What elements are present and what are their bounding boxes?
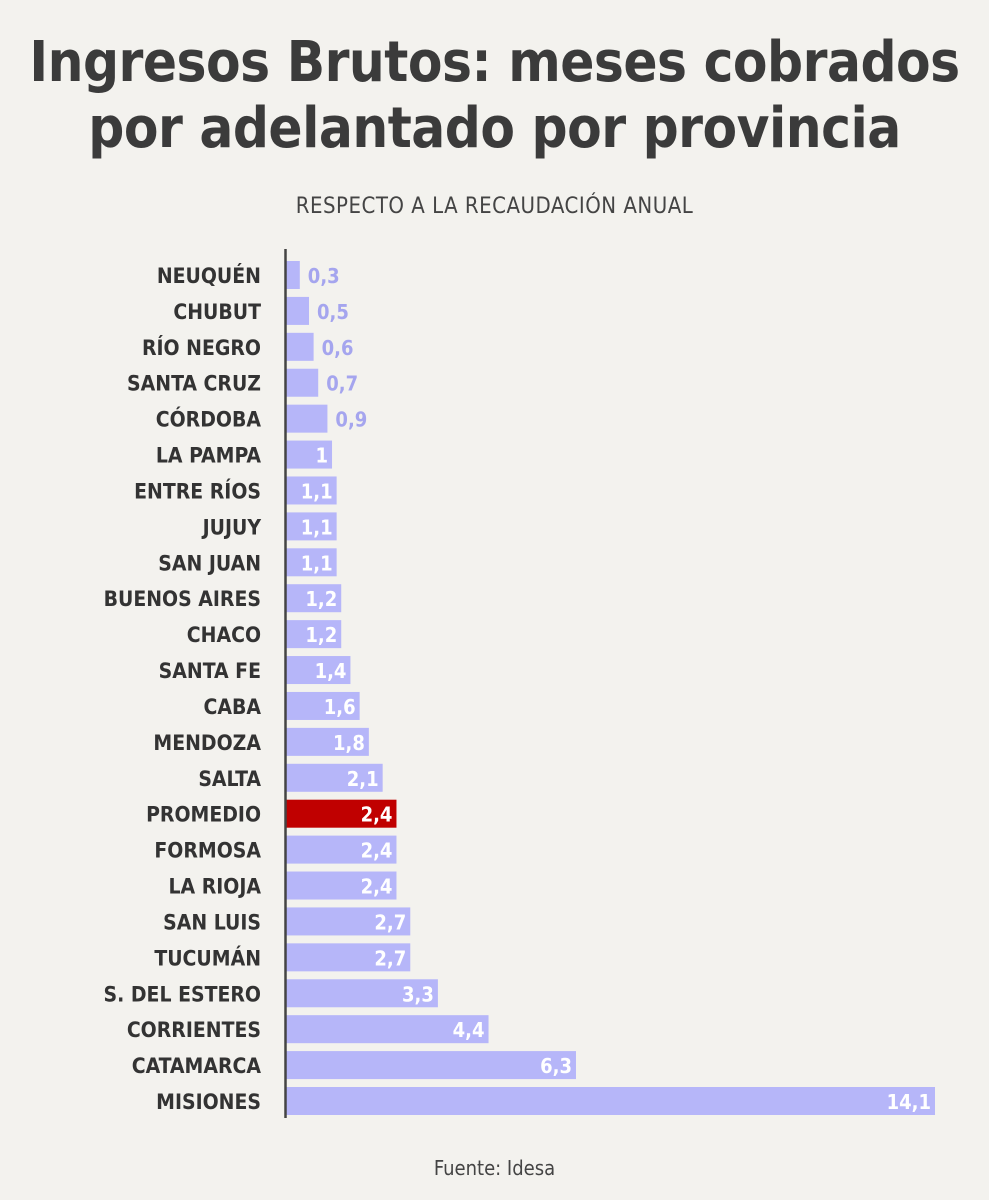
bar	[286, 332, 314, 361]
bar	[286, 835, 397, 864]
chart-subtitle: RESPECTO A LA RECAUDACIÓN ANUAL	[295, 194, 694, 219]
bar	[286, 763, 383, 792]
bar	[286, 476, 337, 505]
category-label: FORMOSA	[154, 839, 261, 863]
bar	[286, 261, 300, 289]
category-label: LA PAMPA	[156, 444, 261, 468]
category-label: SANTA FE	[159, 659, 261, 683]
bar	[286, 907, 411, 936]
value-label: 0,3	[308, 264, 340, 288]
category-label: SAN JUAN	[158, 551, 261, 575]
bar	[286, 979, 438, 1008]
category-label: MISIONES	[156, 1090, 261, 1114]
value-label: 1,4	[315, 659, 347, 683]
category-label: S. DEL ESTERO	[104, 982, 262, 1006]
bar	[286, 1087, 935, 1115]
value-label: 1,1	[301, 551, 333, 575]
bar	[286, 296, 310, 325]
value-label: 1,8	[333, 731, 365, 755]
bar	[286, 1051, 576, 1080]
value-label: 1,2	[305, 623, 337, 647]
category-label: BUENOS AIRES	[104, 587, 261, 611]
value-label: 2,4	[361, 875, 393, 899]
value-label: 0,9	[335, 408, 367, 432]
value-label: 2,4	[361, 803, 393, 827]
bars-layer: NEUQUÉN 0,3 CHUBUT 0,5 RÍO NEGRO 0,6 SANTA CRU…	[104, 261, 935, 1115]
bar	[286, 368, 319, 397]
value-label: 0,6	[322, 336, 354, 360]
category-label: CATAMARCA	[132, 1054, 262, 1078]
category-label: NEUQUÉN	[157, 263, 261, 288]
category-label: RÍO NEGRO	[142, 335, 261, 360]
bar	[286, 1015, 489, 1044]
chart-title-line-2: por adelantado por provincia	[88, 96, 901, 161]
value-label: 1,1	[301, 515, 333, 539]
bar	[286, 727, 369, 756]
value-label: 2,7	[374, 946, 406, 970]
category-label: ENTRE RÍOS	[134, 478, 261, 503]
bar	[286, 512, 337, 541]
bar	[286, 943, 411, 972]
chart-title-line-1: Ingresos Brutos: meses cobrados	[29, 30, 960, 95]
category-label: CABA	[203, 695, 261, 719]
bar	[286, 440, 333, 469]
value-label: 0,7	[326, 372, 358, 396]
category-label: SALTA	[198, 767, 261, 791]
value-label: 3,3	[402, 982, 434, 1006]
value-label: 4,4	[453, 1018, 485, 1042]
value-label: 2,7	[374, 910, 406, 934]
category-label: CHUBUT	[173, 300, 261, 324]
chart-source: Fuente: Idesa	[433, 1156, 556, 1180]
value-label: 14,1	[887, 1090, 931, 1114]
bar	[286, 620, 342, 649]
value-label: 6,3	[540, 1054, 572, 1078]
value-label: 1,6	[324, 695, 356, 719]
category-label: TUCUMÁN	[154, 945, 261, 970]
bar	[286, 656, 351, 685]
category-label: LA RIOJA	[168, 875, 261, 899]
value-label: 2,1	[347, 767, 379, 791]
value-label: 1,1	[301, 479, 333, 503]
bar	[286, 548, 337, 577]
bar	[286, 404, 328, 433]
category-label: MENDOZA	[153, 731, 261, 755]
category-label: CÓRDOBA	[156, 407, 262, 432]
category-label: JUJUY	[201, 515, 262, 539]
category-label: CHACO	[187, 623, 261, 647]
category-label: CORRIENTES	[127, 1018, 261, 1042]
bar-highlight	[286, 799, 397, 828]
value-label: 2,4	[361, 839, 393, 863]
category-label: PROMEDIO	[146, 803, 261, 827]
value-label: 1,2	[305, 587, 337, 611]
bar	[286, 871, 397, 900]
value-label: 0,5	[317, 300, 349, 324]
category-label: SAN LUIS	[163, 910, 261, 934]
category-label: SANTA CRUZ	[127, 372, 261, 396]
chart-title: Ingresos Brutos: meses cobrados por adel…	[0, 30, 989, 162]
value-label: 1	[315, 444, 328, 468]
bar	[286, 584, 342, 613]
bar	[286, 691, 360, 720]
